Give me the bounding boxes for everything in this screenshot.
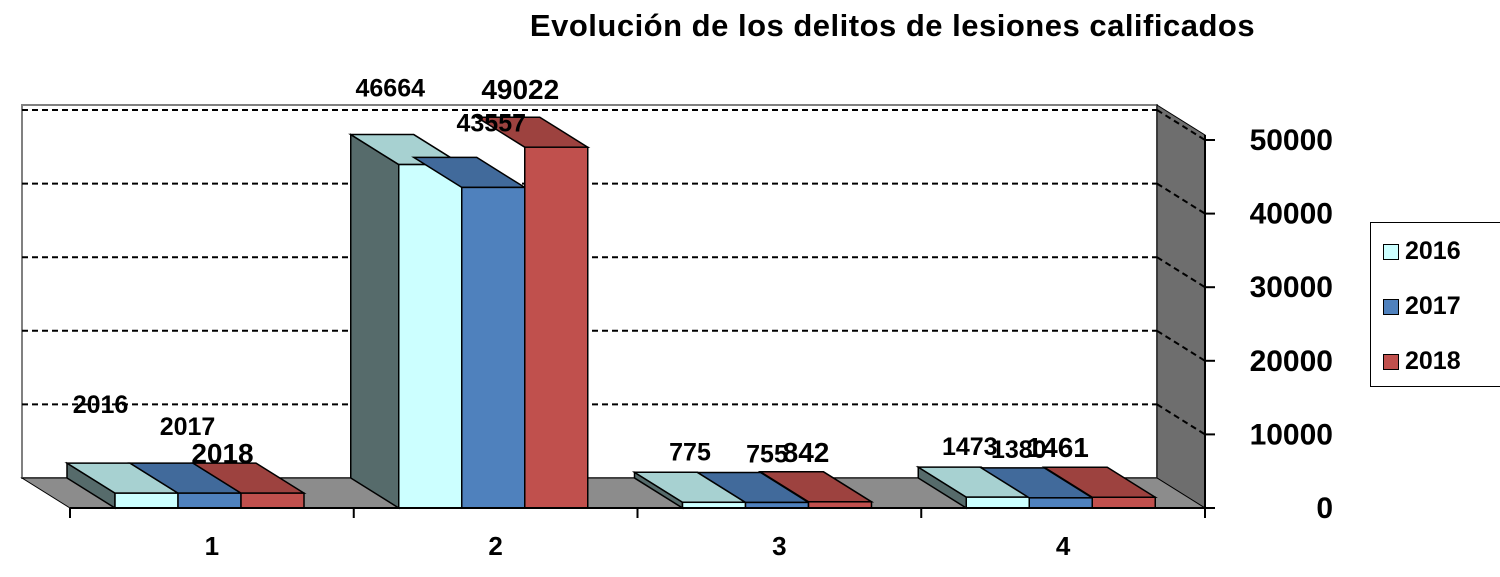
bar-face-4-2017	[1028, 497, 1093, 509]
y-tick-label-40000: 40000	[1250, 198, 1333, 231]
data-label-1-2018: 2018	[191, 438, 253, 469]
chart-walls	[20, 104, 1207, 509]
chart-title: Evolución de los delitos de lesiones cal…	[529, 8, 1256, 43]
bar-face-1-2016	[114, 492, 179, 509]
data-label-4-2016: 1473	[942, 433, 998, 461]
side-wall	[1156, 104, 1206, 509]
data-label-2-2018: 49022	[481, 74, 559, 105]
bar-face-4-2018	[1091, 496, 1156, 509]
bar-3-2018	[757, 471, 875, 509]
bar-side-2-2016	[350, 133, 400, 510]
data-label-3-2018: 842	[783, 437, 830, 468]
y-tick-label-30000: 30000	[1250, 271, 1333, 304]
legend-label-2016: 2016	[1405, 237, 1461, 265]
data-label-2-2017: 43557	[456, 109, 526, 137]
bar-face-1-2018	[240, 492, 305, 509]
y-tick-label-50000: 50000	[1250, 124, 1333, 157]
bar-face-1-2017	[177, 492, 242, 509]
bar-4-2016	[915, 465, 1032, 510]
data-label-1-2016: 2016	[73, 391, 129, 419]
bar-1-2017	[127, 462, 244, 509]
data-label-3-2016: 775	[669, 438, 711, 466]
legend-item-2016: 2016	[1383, 237, 1461, 266]
bar-face-2-2018	[524, 146, 589, 509]
legend-label-2017: 2017	[1405, 292, 1461, 320]
y-tick-label-10000: 10000	[1250, 418, 1333, 451]
bar-3-2016	[631, 470, 749, 510]
x-tick-label-1: 1	[205, 531, 219, 561]
legend-swatch-2016	[1383, 243, 1399, 260]
bar-2-2018	[474, 116, 591, 509]
x-axis: 1 2 3 4	[69, 507, 1206, 561]
bar-2-2016	[348, 133, 465, 510]
legend: 2016 2017 2018	[1370, 222, 1500, 387]
legend-swatch-2018	[1383, 353, 1399, 370]
y-axis-ticks: 0 10000 20000 30000 40000 50000	[1204, 124, 1333, 525]
bar-1-2016	[64, 461, 181, 510]
legend-item-2017: 2017	[1383, 292, 1461, 321]
x-tick-label-3: 3	[772, 531, 786, 561]
x-tick-label-4: 4	[1056, 531, 1071, 561]
data-label-1-2017: 2017	[160, 413, 216, 441]
legend-label-2018: 2018	[1405, 347, 1461, 375]
bar-face-2-2017	[461, 186, 526, 509]
y-tick-label-0: 0	[1316, 492, 1333, 525]
legend-item-2018: 2018	[1383, 347, 1461, 376]
data-label-3-2017: 755	[746, 440, 788, 468]
bar-1-2018	[190, 462, 307, 509]
data-label-2-2016: 46664	[355, 75, 425, 103]
back-wall	[21, 104, 1158, 479]
bars	[64, 116, 1158, 510]
gridlines	[22, 109, 1206, 436]
bar-2-2017	[411, 156, 528, 509]
y-tick-label-20000: 20000	[1250, 345, 1333, 378]
data-label-4-2018: 1461	[1027, 432, 1089, 463]
bar-face-4-2016	[965, 496, 1030, 509]
bar-face-2-2016	[398, 163, 463, 509]
x-tick-label-2: 2	[488, 531, 502, 561]
data-label-4-2017: 1380	[991, 436, 1047, 464]
legend-swatch-2017	[1383, 298, 1399, 315]
